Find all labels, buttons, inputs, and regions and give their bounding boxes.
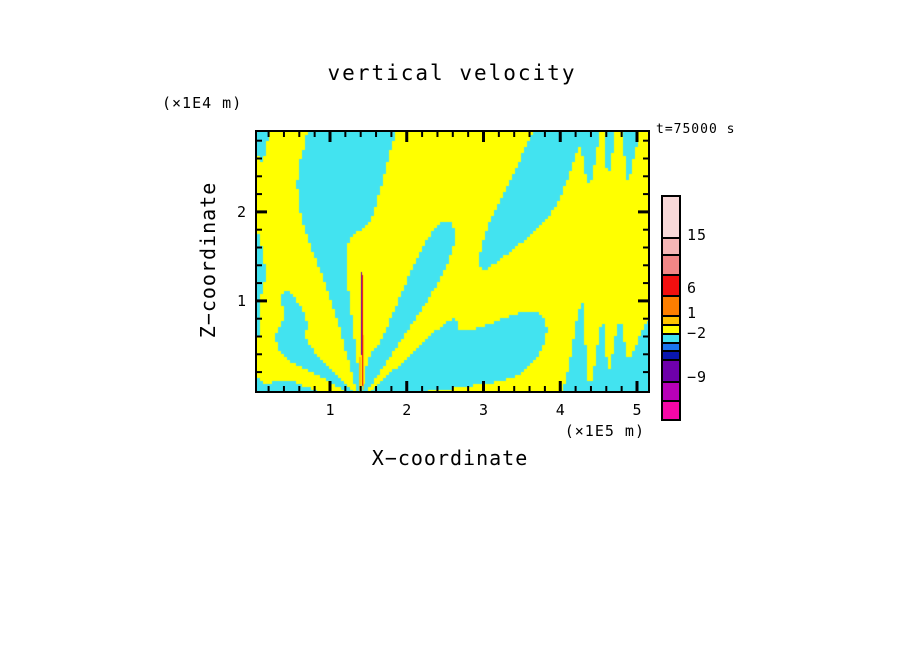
colorbar-segment [663,197,679,237]
x-tick-label: 1 [325,401,335,419]
colorbar-segment [663,315,679,324]
colorbar-segment [663,359,679,381]
y-axis-units: (×1E4 m) [162,94,243,112]
colorbar-segment [663,274,679,295]
colorbar-segment [663,324,679,333]
colorbar-segment [663,237,679,254]
axis-ticks [257,132,648,391]
colorbar-segment [663,381,679,400]
colorbar-segment [663,254,679,274]
colorbar-level-label: 6 [687,279,698,297]
colorbar-segment [663,342,679,350]
x-axis-label: X−coordinate [371,446,529,470]
colorbar-level-label: −9 [687,368,708,386]
colorbar-level-label: −2 [687,324,708,342]
colorbar-level-label: 1 [687,304,698,322]
colorbar-segment [663,350,679,359]
colorbar-level-label: 15 [687,226,708,244]
colorbar [661,195,681,421]
y-tick-label: 2 [236,202,246,221]
colorbar-segment [663,400,679,419]
x-tick-label: 2 [402,401,412,419]
y-axis-label: Z−coordinate [196,181,220,339]
x-tick-label: 4 [555,401,565,419]
velocity-field-heatmap [257,132,648,391]
time-annotation: t=75000 s [656,122,736,137]
plot-title: vertical velocity [327,61,577,85]
x-tick-label: 3 [478,401,489,419]
colorbar-segment [663,333,679,342]
y-tick-label: 1 [236,291,246,310]
plot-area [255,130,650,393]
x-tick-label: 5 [632,401,642,419]
colorbar-segment [663,295,679,315]
x-axis-units: (×1E5 m) [564,422,645,440]
